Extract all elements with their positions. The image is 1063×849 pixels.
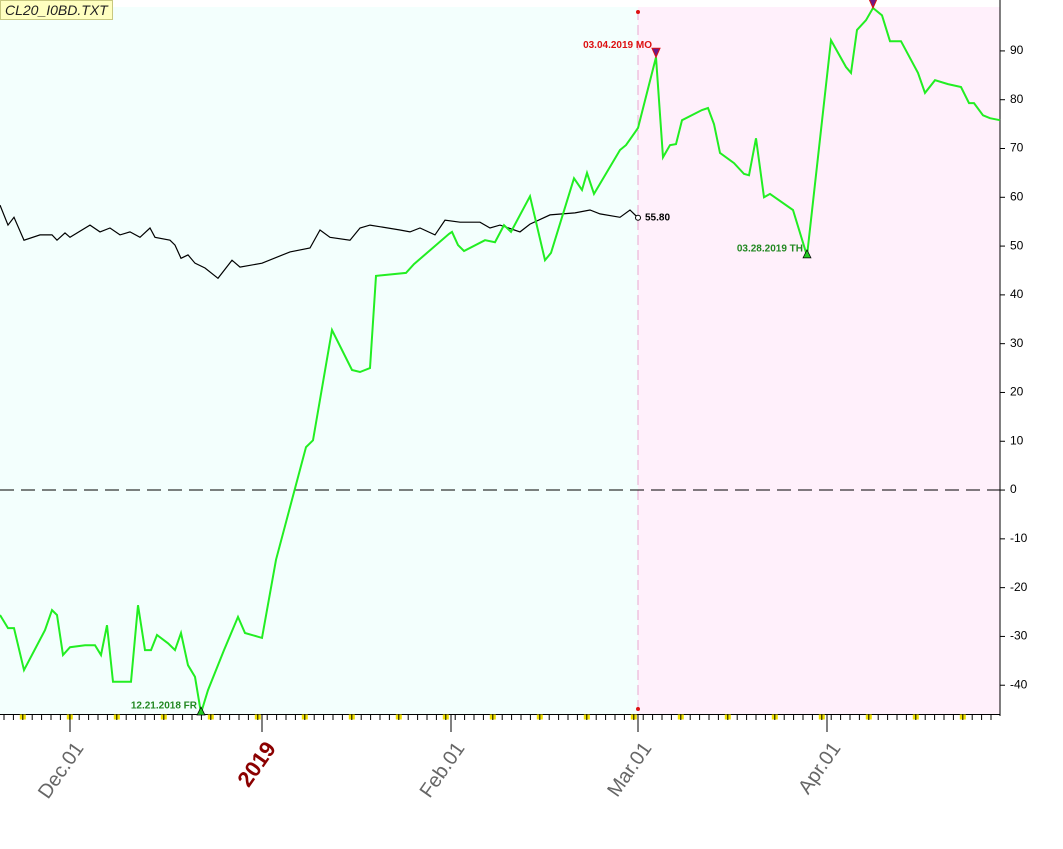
y-tick-label: 70: [1010, 141, 1024, 155]
y-tick-label: -30: [1010, 629, 1028, 643]
background-right: [638, 7, 1000, 714]
divider-dot: [636, 10, 640, 14]
series-line: [0, 204, 639, 280]
y-tick-label: 0: [1010, 482, 1017, 496]
x-tick-label: 2019: [232, 737, 281, 791]
trough-marker: [802, 249, 812, 259]
annotation: 12.21.2018 FR: [131, 701, 198, 712]
y-tick-label: 30: [1010, 336, 1024, 350]
peak-marker: [868, 0, 878, 10]
y-tick-label: 90: [1010, 43, 1024, 57]
last-value-label: 55.80: [645, 212, 670, 223]
divider-dot: [636, 707, 640, 711]
y-tick-label: 10: [1010, 433, 1024, 447]
annotation: 03.28.2019 TH: [737, 243, 803, 254]
file-title: CL20_I0BD.TXT: [0, 0, 113, 20]
series-line: [0, 6, 1001, 714]
x-tick-label: Apr.01: [794, 738, 845, 798]
y-tick-label: -40: [1010, 677, 1028, 691]
annotation: 04.08.2019 MO: [800, 0, 869, 2]
y-tick-label: 40: [1010, 287, 1024, 301]
y-tick-label: 60: [1010, 189, 1024, 203]
background-left: [0, 7, 638, 714]
last-value-marker: [635, 214, 641, 221]
peak-marker: [651, 47, 661, 59]
annotation: 03.04.2019 MO: [583, 40, 652, 51]
x-tick-label: Mar.01: [603, 738, 656, 801]
y-tick-label: 50: [1010, 238, 1024, 252]
x-tick-label: Dec.01: [34, 738, 88, 803]
y-tick-label: 20: [1010, 385, 1024, 399]
y-tick-label: 80: [1010, 92, 1024, 106]
x-tick-label: Feb.01: [416, 738, 470, 802]
y-tick-label: -20: [1010, 580, 1028, 594]
y-tick-label: -10: [1010, 531, 1028, 545]
trough-marker: [196, 706, 206, 716]
